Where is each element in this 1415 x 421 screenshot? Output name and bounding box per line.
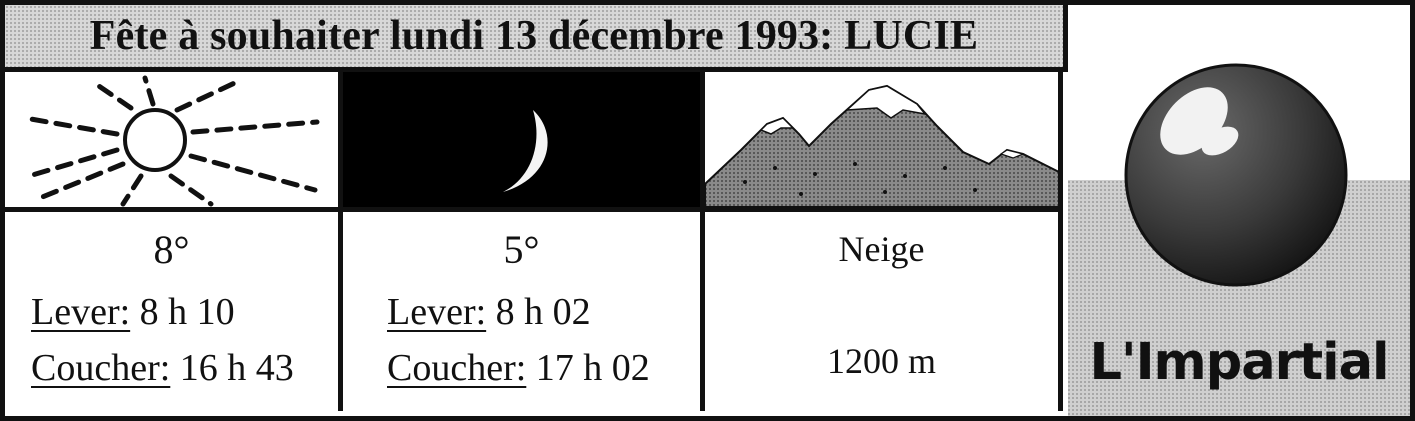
day-column: 8° Lever: 8 h 10 Coucher: 16 h 43 <box>5 212 338 411</box>
moonrise-line: Lever: 8 h 02 <box>387 290 591 334</box>
sunrise-line: Lever: 8 h 10 <box>31 290 235 334</box>
mountain-column: Neige 1200 m <box>705 212 1058 411</box>
night-temperature: 5° <box>503 227 540 272</box>
divider <box>1058 67 1063 411</box>
sunrise-label: Lever: <box>31 291 131 333</box>
sunset-line: Coucher: 16 h 43 <box>31 346 294 390</box>
logo-icon <box>1068 5 1410 416</box>
moonset-line: Coucher: 17 h 02 <box>387 346 650 390</box>
sun-icon <box>5 72 343 207</box>
mountain-icon <box>705 72 1063 207</box>
sunset-label: Coucher: <box>31 347 171 389</box>
page-title: Fête à souhaiter lundi 13 décembre 1993:… <box>89 13 979 59</box>
weather-icons-row <box>5 72 1063 207</box>
title-banner: Fête à souhaiter lundi 13 décembre 1993:… <box>5 5 1068 72</box>
snow-condition: Neige <box>838 229 925 269</box>
day-temperature: 8° <box>153 227 190 272</box>
moonset-label: Coucher: <box>387 347 527 389</box>
divider <box>700 72 705 411</box>
logo-wordmark: L'Impartial <box>1089 333 1389 392</box>
moonset-time: 17 h 02 <box>535 347 650 389</box>
divider <box>5 207 1063 212</box>
moonrise-time: 8 h 02 <box>495 291 591 333</box>
moon-icon <box>343 72 705 207</box>
night-column: 5° Lever: 8 h 02 Coucher: 17 h 02 <box>343 212 700 411</box>
divider <box>338 72 343 411</box>
logo-panel: L'Impartial <box>1068 5 1410 416</box>
sunrise-time: 8 h 10 <box>139 291 235 333</box>
moonrise-label: Lever: <box>387 291 487 333</box>
snow-altitude: 1200 m <box>826 341 936 381</box>
sunset-time: 16 h 43 <box>179 347 294 389</box>
